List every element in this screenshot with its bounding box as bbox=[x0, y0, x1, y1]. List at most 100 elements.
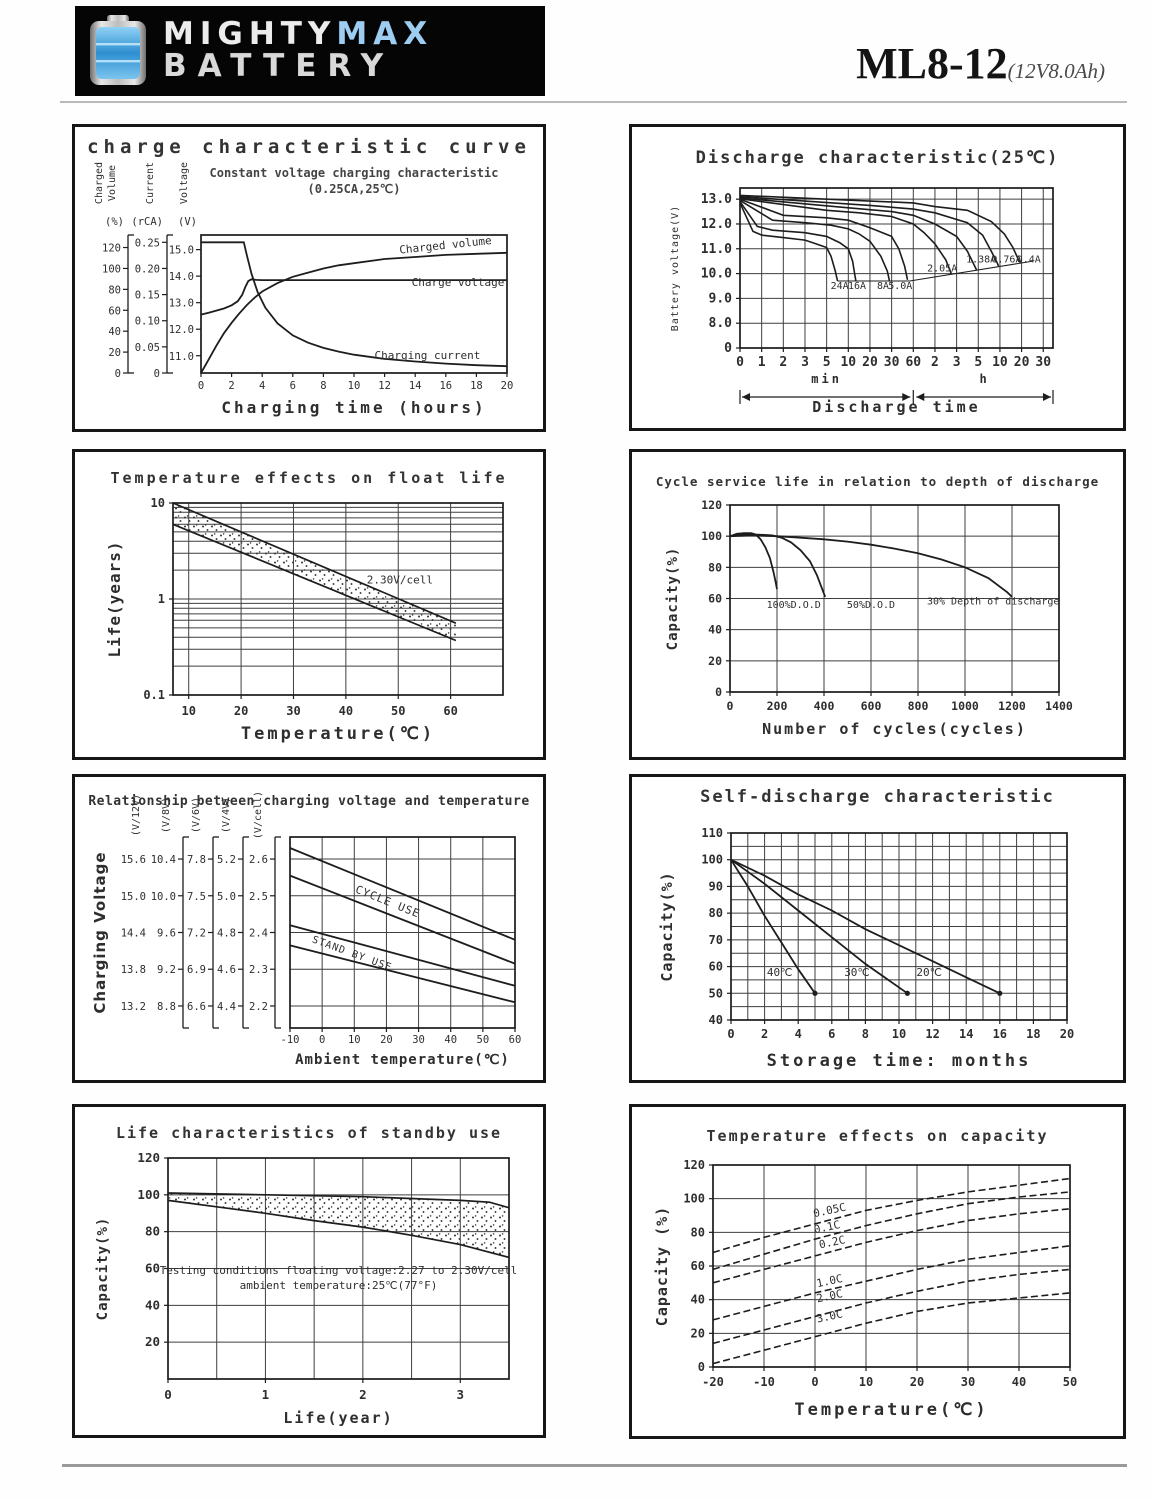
scale-tick-label: 14.4 bbox=[121, 928, 146, 940]
y-tick-label: 80 bbox=[709, 906, 723, 920]
scale-tick-label: 12.0 bbox=[169, 324, 194, 336]
y-axis-label: Capacity(%) bbox=[658, 871, 676, 981]
x-tick-label: 1 bbox=[262, 1387, 270, 1402]
chart-title: Temperature effects on capacity bbox=[707, 1127, 1049, 1145]
y-tick-label: 0.1 bbox=[143, 688, 165, 702]
chart-title: Relationship between charging voltage an… bbox=[88, 794, 529, 809]
scale-title: (V/4V) bbox=[221, 797, 232, 833]
scale-tick-label: 20 bbox=[108, 347, 121, 359]
x-tick-label: 10 bbox=[181, 704, 195, 718]
x-tick-label: 20 bbox=[234, 704, 248, 718]
chart-panel-self-discharge: 0 2 4 6 8 10 12 14 16 18 20 40 50 60 70 80 90 100 110 Stora… bbox=[629, 774, 1126, 1083]
y-tick-label: 0 bbox=[724, 341, 732, 356]
series-label: 2.30V/cell bbox=[367, 574, 433, 587]
x-tick-label: 3 bbox=[457, 1387, 465, 1402]
series-label: 8A bbox=[877, 281, 889, 292]
series-label: 100%D.O.D bbox=[767, 600, 821, 611]
x-tick-label: 1400 bbox=[1045, 699, 1073, 713]
x-tick-label: 14 bbox=[409, 380, 422, 392]
chart-charge-figure: 0 2 4 6 8 10 12 14 16 18 20 Charging time (hours) ch… bbox=[87, 136, 526, 417]
x-tick-label: 6 bbox=[290, 380, 296, 392]
x-tick-label: 20 bbox=[862, 355, 878, 370]
chart-title: Self-discharge characteristic bbox=[700, 787, 1055, 807]
chart-panel-standby-life: 0 1 2 3 20 40 60 80 100 120 Life(year) Capacity(%) L… bbox=[72, 1104, 546, 1438]
x-axis-label: Storage time: months bbox=[767, 1051, 1032, 1071]
y-tick-label: 40 bbox=[709, 1013, 723, 1027]
scale-title: (V/6V) bbox=[191, 797, 202, 833]
logo-word-battery: BATTERY bbox=[163, 48, 395, 84]
scale-tick-label: 11.0 bbox=[169, 351, 194, 363]
series-label: 16A bbox=[848, 281, 866, 292]
series-label: Testing conditions floating voltage:2.27… bbox=[160, 1264, 518, 1277]
x-tick-label: 1 bbox=[758, 355, 766, 370]
x-tick-label: 1000 bbox=[951, 699, 979, 713]
y-tick-label: 1 bbox=[158, 592, 165, 606]
scale-tick-label: 15.6 bbox=[121, 854, 146, 866]
chart-subtitle: Constant voltage charging characteristic bbox=[210, 166, 499, 180]
scale-tick-label: 10.4 bbox=[151, 854, 176, 866]
y-tick-label: 40 bbox=[708, 623, 722, 637]
series-0.1C bbox=[712, 1191, 1071, 1271]
series-label: 40℃ bbox=[767, 966, 793, 979]
scale-tick-label: 0.15 bbox=[135, 290, 160, 302]
series-5.0A bbox=[739, 198, 909, 280]
series-label: 50%D.O.D bbox=[847, 600, 895, 611]
y-tick-label: 50 bbox=[709, 986, 723, 1000]
x-tick-label: 20 bbox=[1060, 1027, 1074, 1041]
chart-discharge-figure: 0 1 2 3 5 10 20 30 60 2 3 5 10 20 3008.09.010.011.012.… bbox=[670, 148, 1057, 416]
series-label: 3.0C bbox=[815, 1307, 844, 1325]
y-tick-label: 8.0 bbox=[709, 316, 733, 331]
scale-tick-label: 2.6 bbox=[249, 854, 268, 866]
x-tick-label: 4 bbox=[259, 380, 265, 392]
x-tick-label: 4 bbox=[795, 1027, 802, 1041]
series-label: 1.0C bbox=[815, 1272, 844, 1290]
y-tick-label: 20 bbox=[708, 654, 722, 668]
chart-title: Cycle service life in relation to depth … bbox=[656, 474, 1099, 489]
x-tick-label: 10 bbox=[859, 1375, 873, 1389]
x-tick-label: 12 bbox=[925, 1027, 939, 1041]
y-tick-label: 40 bbox=[691, 1293, 705, 1307]
series-0.4A bbox=[739, 194, 1021, 263]
scale-title: (V/12V) bbox=[131, 794, 142, 836]
x-tick-label: 0 bbox=[319, 1034, 325, 1046]
chart-cycle_life-figure: 0 200 400 600 800 1000 1200 1400 0 20 40 60 80 100 120… bbox=[656, 474, 1099, 738]
y-tick-label: 10 bbox=[151, 496, 165, 510]
footer-divider bbox=[62, 1464, 1127, 1467]
scale-tick-label: 7.2 bbox=[187, 928, 206, 940]
x-axis-label: Number of cycles(cycles) bbox=[762, 720, 1027, 738]
scale-tick-label: 2.2 bbox=[249, 1001, 268, 1013]
scale-tick-label: 10.0 bbox=[151, 891, 176, 903]
series-label: 20℃ bbox=[916, 966, 942, 979]
x-tick-label: 1200 bbox=[998, 699, 1026, 713]
battery-icon bbox=[90, 15, 146, 85]
y-tick-label: 20 bbox=[145, 1334, 160, 1349]
series-0.2C bbox=[712, 1208, 1071, 1284]
band-standby_life bbox=[168, 1193, 509, 1258]
x-tick-label: 50 bbox=[1063, 1375, 1077, 1389]
scale-tick-label: 7.5 bbox=[187, 891, 206, 903]
y-axis-label: Capacity(%) bbox=[665, 547, 681, 651]
series-label: 30% Depth of discharge bbox=[927, 597, 1059, 608]
x-unit-min: min bbox=[811, 372, 842, 386]
chart-title: Temperature effects on float life bbox=[110, 469, 507, 487]
chart-panel-temperature-float-life: 10 20 30 40 50 60 10 1 0.1 Temperature(℃) Life(yea… bbox=[72, 449, 546, 760]
y-tick-label: 0 bbox=[698, 1360, 705, 1374]
y-tick-label: 100 bbox=[701, 529, 722, 543]
series-1.0C bbox=[712, 1245, 1071, 1321]
scale-tick-label: 60 bbox=[108, 305, 121, 317]
series-cutoff guide bbox=[837, 260, 1033, 282]
x-tick-label: -10 bbox=[753, 1375, 775, 1389]
scale-tick-label: 9.6 bbox=[157, 928, 176, 940]
series-STAND BY USE upper bbox=[289, 924, 516, 987]
x-axis-label: Ambient temperature(℃) bbox=[295, 1052, 510, 1068]
y-tick-label: 10.0 bbox=[701, 267, 732, 282]
y-tick-label: 60 bbox=[709, 960, 723, 974]
x-tick-label: 60 bbox=[509, 1034, 522, 1046]
series-label: Charge voltage bbox=[412, 276, 505, 289]
scale-tick-label: 0.20 bbox=[135, 263, 160, 275]
x-tick-label: 20 bbox=[910, 1375, 924, 1389]
x-tick-label: 50 bbox=[391, 704, 405, 718]
y-tick-label: 60 bbox=[691, 1259, 705, 1273]
series-40℃ bbox=[730, 859, 816, 994]
